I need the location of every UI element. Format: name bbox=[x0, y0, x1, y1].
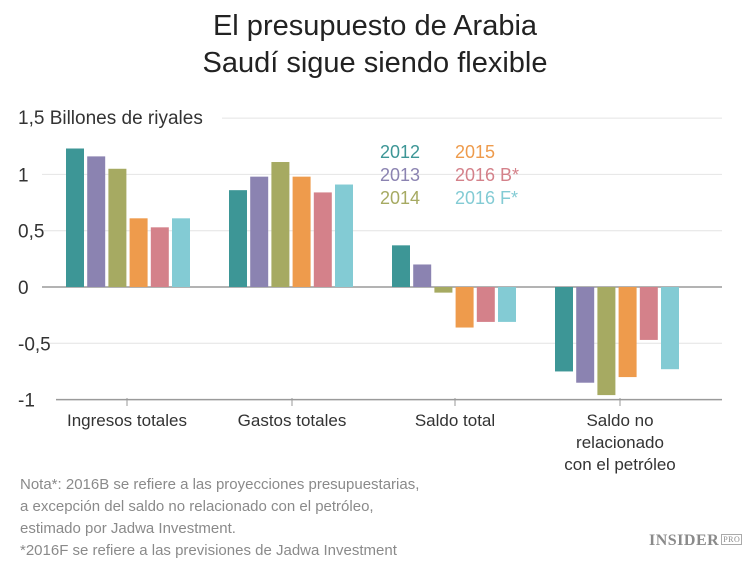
bar-2013-3 bbox=[576, 287, 595, 383]
bar-2012-2 bbox=[392, 245, 410, 287]
y-tick-label: 0,5 bbox=[18, 222, 44, 243]
legend-entry: 2016 F* bbox=[455, 188, 518, 208]
bar-2016b-3 bbox=[639, 287, 658, 340]
bar-2016b-0 bbox=[150, 227, 169, 287]
insider-pro-logo: INSIDER PRO bbox=[649, 532, 743, 549]
legend-entry: 2012 bbox=[380, 142, 420, 162]
legend-entry: 2015 bbox=[455, 142, 495, 162]
y-tick-label: -0,5 bbox=[18, 334, 51, 355]
bar-2012-1 bbox=[229, 190, 247, 287]
legend-entry: 2014 bbox=[380, 188, 420, 208]
y-tick-label: -1 bbox=[18, 391, 35, 412]
note-line: Nota*: 2016B se refiere a las proyeccion… bbox=[20, 476, 420, 493]
bar-2013-0 bbox=[87, 156, 106, 287]
title-line: Saudí sigue siendo flexible bbox=[202, 47, 548, 79]
chart-title: El presupuesto de Arabia Saudí sigue sie… bbox=[0, 8, 750, 82]
x-tick-label: Saldo total bbox=[415, 411, 495, 430]
legend-entry: 2013 bbox=[380, 165, 420, 185]
note-line: *2016F se refiere a las previsiones de J… bbox=[20, 542, 397, 559]
bar-2015-3 bbox=[618, 287, 637, 378]
bar-2016b-2 bbox=[476, 287, 495, 322]
bar-2014-0 bbox=[108, 168, 127, 287]
bar-2016b-1 bbox=[313, 192, 332, 287]
y-tick-label: 1 bbox=[18, 165, 29, 186]
bar-2016f-2 bbox=[498, 287, 516, 322]
bar-2014-2 bbox=[434, 287, 453, 293]
x-tick-label: Gastos totales bbox=[238, 411, 347, 430]
note-line: estimado por Jadwa Investment. bbox=[20, 520, 236, 537]
x-tick-label: Saldo no bbox=[586, 411, 653, 430]
bar-2013-1 bbox=[250, 176, 269, 287]
bar-2015-0 bbox=[129, 218, 148, 287]
y-axis-label: 1,5 Billones de riyales bbox=[18, 108, 203, 129]
y-tick-label: 0 bbox=[18, 278, 29, 299]
x-tick-label: Ingresos totales bbox=[67, 411, 187, 430]
bar-2015-1 bbox=[292, 176, 311, 287]
note-line: a excepción del saldo no relacionado con… bbox=[20, 498, 374, 515]
x-tick-label: relacionado bbox=[576, 433, 664, 452]
bar-2013-2 bbox=[413, 264, 432, 287]
footnotes: Nota*: 2016B se refiere a las proyeccion… bbox=[20, 474, 419, 562]
x-tick-label: con el petróleo bbox=[564, 455, 676, 474]
bar-2012-0 bbox=[66, 148, 84, 287]
bar-2012-3 bbox=[555, 287, 573, 372]
legend-entry: 2016 B* bbox=[455, 165, 519, 185]
bar-2014-1 bbox=[271, 162, 290, 287]
title-line: El presupuesto de Arabia bbox=[212, 10, 538, 42]
bar-2016f-1 bbox=[335, 184, 353, 287]
bar-2016f-3 bbox=[661, 287, 679, 370]
bar-2016f-0 bbox=[172, 218, 190, 287]
bar-2014-3 bbox=[597, 287, 616, 396]
bar-2015-2 bbox=[455, 287, 474, 328]
